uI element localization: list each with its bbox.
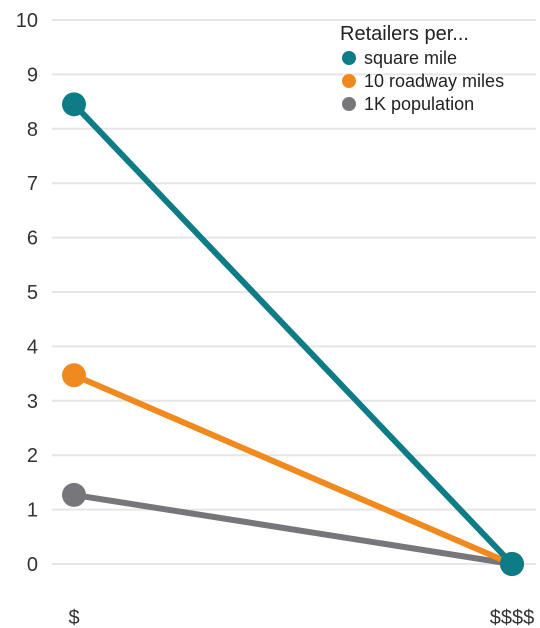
y-tick-label: 0 (27, 554, 38, 576)
y-tick-label: 6 (27, 228, 38, 250)
legend-title: Retailers per... (340, 23, 469, 45)
series-0-point-0 (62, 92, 86, 117)
y-axis: 0 1 2 3 4 5 6 7 8 9 10 (16, 10, 38, 576)
legend-swatch-1 (342, 74, 356, 88)
legend-label-0: square mile (364, 48, 457, 68)
series-line-2 (71, 491, 515, 567)
legend-label-1: 10 roadway miles (364, 71, 504, 91)
legend-swatch-2 (342, 97, 356, 111)
series-line-0 (71, 101, 515, 567)
y-tick-label: 5 (27, 282, 38, 304)
gridlines (52, 19, 536, 565)
y-tick-label: 8 (27, 119, 38, 141)
y-tick-label: 1 (27, 500, 38, 522)
legend-swatch-0 (342, 51, 356, 65)
legend-label-2: 1K population (364, 94, 474, 114)
series-2-point-0 (62, 482, 86, 507)
series-0-point-1 (500, 552, 524, 576)
y-tick-label: 4 (27, 336, 38, 358)
y-tick-label: 2 (27, 445, 38, 467)
legend: Retailers per... square mile 10 roadway m… (340, 23, 504, 114)
y-tick-label: 7 (27, 173, 38, 195)
x-tick-label: $$$$ (490, 607, 535, 628)
y-tick-label: 10 (16, 10, 38, 32)
series-line-1 (71, 372, 515, 567)
series-group (62, 92, 524, 576)
x-tick-label: $ (68, 607, 79, 628)
series-1-point-0 (62, 363, 86, 388)
y-tick-label: 3 (27, 391, 38, 413)
x-axis: $ $$$$ (68, 607, 534, 628)
y-tick-label: 9 (27, 64, 38, 86)
